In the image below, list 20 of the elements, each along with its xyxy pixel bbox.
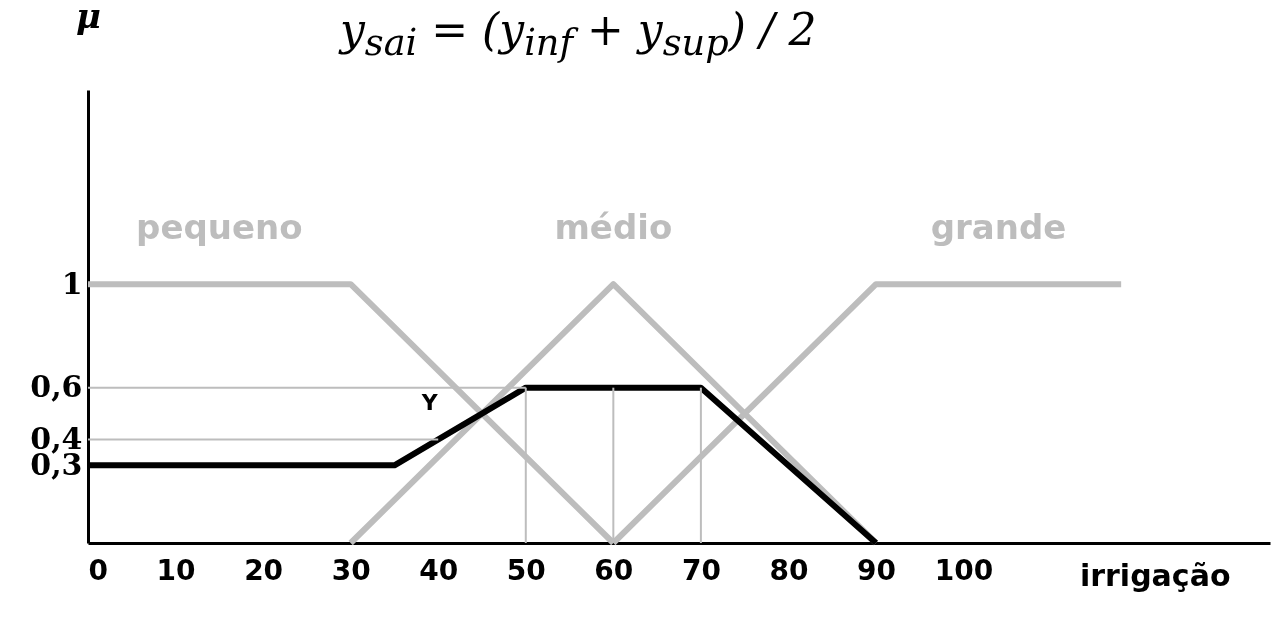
x-tick-label: 0 xyxy=(88,553,108,587)
x-tick-label: 100 xyxy=(934,553,994,587)
series-label: grande xyxy=(930,207,1067,248)
x-tick-label: 50 xyxy=(506,553,546,587)
x-tick-label: 20 xyxy=(244,553,284,587)
x-axis-title: irrigação xyxy=(1079,557,1231,593)
x-tick-label: 40 xyxy=(419,553,459,587)
x-tick-label: 70 xyxy=(681,553,721,587)
series-label: médio xyxy=(554,207,673,248)
y-axis-title: μ xyxy=(76,0,101,36)
series-label: pequeno xyxy=(136,207,303,248)
x-tick-label: 60 xyxy=(594,553,634,587)
annotation: Y xyxy=(420,390,439,416)
y-tick-label: 1 xyxy=(61,265,83,301)
x-tick-label: 10 xyxy=(156,553,196,587)
text: y$_{sai}$ = (y$_{inf}$ + y$_{sup}$) / 2 xyxy=(340,4,817,64)
x-tick-label: 90 xyxy=(857,553,896,587)
x-tick-label: 30 xyxy=(331,553,371,587)
x-tick-label: 80 xyxy=(769,553,809,587)
y-tick-label: 0,6 xyxy=(30,369,83,405)
